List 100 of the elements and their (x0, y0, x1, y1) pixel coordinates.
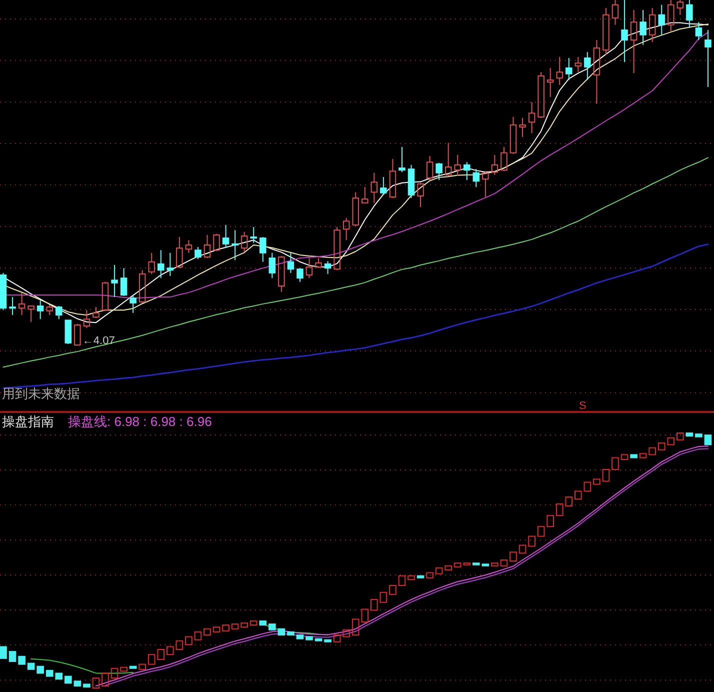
candlestick (676, 432, 684, 440)
candlestick (8, 651, 16, 662)
candlestick (593, 478, 600, 485)
candlestick (36, 300, 44, 320)
candlestick (537, 526, 545, 537)
candlestick (138, 664, 146, 670)
chart-title: 操盘指南 (2, 414, 54, 429)
candlestick (620, 454, 628, 460)
candlestick (510, 552, 517, 562)
candlestick (314, 638, 322, 642)
candlestick (194, 631, 202, 640)
candlestick (519, 117, 526, 138)
candlestick (464, 162, 470, 181)
candlestick (166, 252, 174, 276)
candlestick (278, 628, 286, 636)
candlestick (380, 592, 388, 603)
candlestick (454, 154, 461, 176)
candlestick (593, 40, 600, 104)
candlestick (306, 636, 313, 640)
candlestick (287, 252, 294, 274)
candlestick (398, 575, 406, 586)
candlestick (556, 56, 563, 86)
candlestick (630, 454, 638, 458)
candlestick (612, 457, 619, 470)
candlestick (408, 575, 415, 580)
candlestick (259, 620, 267, 626)
candlestick (185, 240, 192, 254)
annotation: ←4.07 (82, 335, 115, 347)
candlestick (584, 482, 592, 492)
candlestick (416, 575, 424, 578)
candlestick (9, 296, 16, 316)
chart-subtitle: 操盘线: 6.98 : 6.98 : 6.96 (68, 414, 212, 429)
candlestick (630, 10, 638, 74)
candlestick (268, 624, 276, 630)
candlestick (602, 7, 610, 56)
candlestick (546, 67, 554, 98)
candlestick (389, 584, 396, 595)
candlestick (296, 634, 304, 640)
candlestick (102, 672, 109, 686)
candlestick (658, 4, 665, 36)
candlestick (120, 666, 128, 672)
candlestick (695, 434, 702, 438)
candlestick (686, 0, 693, 28)
candlestick (0, 646, 7, 659)
candlestick (491, 562, 498, 566)
candlestick (472, 168, 480, 188)
candlestick (36, 666, 44, 674)
candlestick (482, 564, 490, 566)
candlestick (518, 544, 526, 554)
candlestick (111, 264, 118, 298)
candlestick (333, 634, 341, 642)
candlestick (639, 453, 647, 458)
candlestick (158, 250, 164, 279)
candlestick (166, 646, 174, 656)
text: 用到未来数据 (2, 386, 80, 401)
candlestick (324, 639, 332, 642)
candlestick (612, 0, 619, 26)
candlestick (232, 230, 238, 261)
candlestick (129, 666, 137, 669)
candlestick (546, 515, 554, 528)
candlestick (231, 624, 239, 630)
candlestick (212, 626, 220, 632)
candlestick (435, 567, 443, 574)
candlestick (602, 468, 610, 482)
candlestick (342, 629, 350, 638)
candlestick (426, 572, 434, 578)
candlestick (185, 636, 192, 646)
candlestick (491, 154, 498, 176)
candlestick (250, 226, 257, 244)
candlestick (250, 620, 258, 626)
candlestick (704, 30, 712, 88)
candlestick (528, 536, 536, 547)
candlestick (176, 640, 184, 650)
candlestick (472, 562, 480, 566)
candlestick (444, 565, 452, 570)
candlestick (18, 656, 26, 665)
candlestick (648, 7, 656, 43)
candlestick (370, 599, 378, 611)
candlestick (240, 622, 248, 628)
text: S (579, 400, 586, 412)
candlestick (64, 676, 72, 684)
candlestick (110, 668, 118, 679)
candlestick (584, 52, 591, 81)
candlestick (648, 447, 656, 456)
candlestick (686, 432, 694, 437)
candlestick (324, 260, 332, 274)
candlestick (74, 680, 82, 686)
candlestick (222, 624, 230, 632)
candlestick (83, 684, 90, 688)
candlestick (27, 662, 35, 670)
candlestick (92, 678, 100, 688)
candlestick (500, 559, 508, 566)
candlestick (287, 631, 294, 636)
candlestick (204, 628, 211, 636)
candlestick (370, 172, 378, 204)
candlestick (668, 0, 674, 33)
candlestick (362, 186, 368, 204)
candlestick (621, 0, 628, 63)
candlestick (640, 10, 646, 46)
candlestick (704, 434, 712, 446)
